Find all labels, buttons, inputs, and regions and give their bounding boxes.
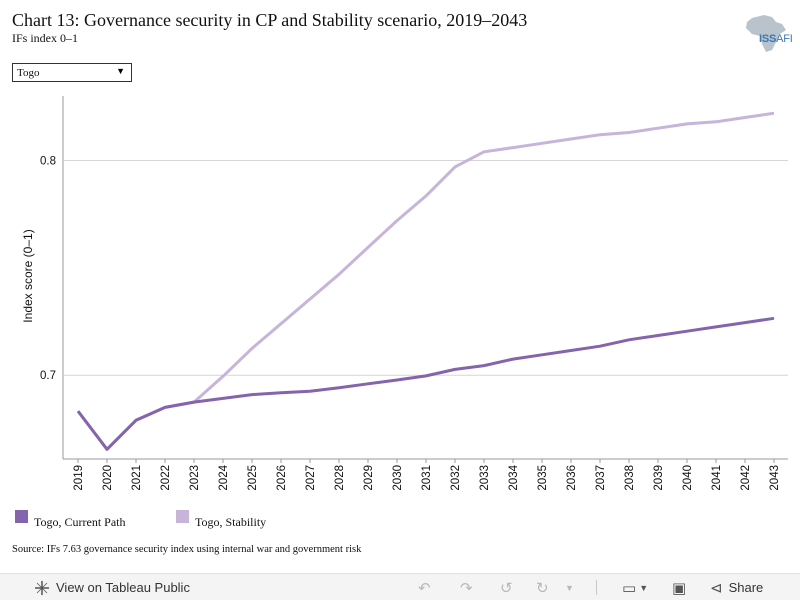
x-tick-label: 2021 <box>131 465 143 491</box>
x-tick-label: 2032 <box>450 465 462 491</box>
x-tick-label: 2037 <box>595 465 607 491</box>
x-tick-label: 2019 <box>73 465 85 491</box>
country-select[interactable]: Togo ▼ <box>12 63 132 82</box>
download-button[interactable]: ▭ ▼ <box>622 574 648 600</box>
line-chart: Index score (0–1) 0.7 0.8 2019 2020 2021 2022… <box>21 96 788 491</box>
refresh-button[interactable]: ↻ <box>536 574 549 600</box>
tableau-icon <box>35 580 49 595</box>
x-tick-label: 2036 <box>566 465 578 491</box>
chevron-down-icon: ▼ <box>565 582 574 593</box>
y-axis-label: Index score (0–1) <box>21 229 35 322</box>
logo-text: ISSAFI <box>759 33 793 45</box>
x-tick-label: 2038 <box>624 465 636 491</box>
redo-button[interactable]: ↷ <box>460 574 473 600</box>
x-tick-label: 2041 <box>711 465 723 491</box>
x-tick-label: 2028 <box>334 465 346 491</box>
view-on-tableau-link[interactable]: View on Tableau Public <box>34 574 190 600</box>
chart-subtitle: IFs index 0–1 <box>12 31 78 45</box>
x-tick-label: 2040 <box>682 465 694 491</box>
series-line-current-path[interactable] <box>76 316 775 451</box>
x-tick-label: 2020 <box>102 465 114 491</box>
chevron-down-icon: ▼ <box>116 66 125 76</box>
undo-icon: ↶ <box>418 579 431 597</box>
x-tick-label: 2024 <box>218 464 230 490</box>
x-tick-label: 2025 <box>247 465 259 491</box>
legend-swatch <box>176 510 189 523</box>
x-tick-label: 2026 <box>276 465 288 491</box>
x-tick-label: 2039 <box>653 465 665 491</box>
legend-label: Togo, Stability <box>195 515 267 529</box>
series-line-stability[interactable] <box>76 111 775 451</box>
x-tick-label: 2027 <box>305 465 317 491</box>
share-icon: ⊲ <box>710 579 723 597</box>
revert-button[interactable]: ↺ <box>500 574 513 600</box>
refresh-icon: ↻ <box>536 579 549 597</box>
x-tick-label: 2042 <box>740 465 752 491</box>
x-tick-label: 2034 <box>508 464 520 490</box>
x-tick-label: 2022 <box>160 465 172 491</box>
legend-swatch <box>15 510 28 523</box>
x-tick-label: 2043 <box>769 465 781 491</box>
country-select-value: Togo <box>17 67 40 79</box>
x-tick-label: 2030 <box>392 465 404 491</box>
x-tick-label: 2029 <box>363 465 375 491</box>
pause-dropdown[interactable]: ▼ <box>565 574 574 600</box>
x-tick-label: 2031 <box>421 465 433 491</box>
fullscreen-icon: ▣ <box>672 579 687 597</box>
undo-button[interactable]: ↶ <box>418 574 431 600</box>
chart-title: Chart 13: Governance security in CP and … <box>12 10 528 30</box>
x-tick-label: 2035 <box>537 465 549 491</box>
revert-icon: ↺ <box>500 579 513 597</box>
redo-icon: ↷ <box>460 579 473 597</box>
chevron-down-icon: ▼ <box>639 582 649 593</box>
legend-label: Togo, Current Path <box>34 515 126 529</box>
tableau-toolbar: View on Tableau Public ↶ ↷ ↺ ↻ ▼ ▭ ▼ ▣ ⊲… <box>0 573 800 600</box>
y-tick-label: 0.7 <box>40 370 56 382</box>
x-tick-label: 2033 <box>479 465 491 491</box>
download-icon: ▭ <box>622 579 637 597</box>
view-on-tableau-label: View on Tableau Public <box>56 580 190 595</box>
share-label: Share <box>728 580 764 595</box>
x-tick-label: 2023 <box>189 465 201 491</box>
share-button[interactable]: ⊲ Share <box>710 574 763 600</box>
fullscreen-button[interactable]: ▣ <box>672 574 686 600</box>
toolbar-divider <box>596 580 597 595</box>
y-tick-label: 0.8 <box>40 155 56 167</box>
africa-logo-icon <box>746 15 786 52</box>
source-note: Source: IFs 7.63 governance security ind… <box>12 544 362 555</box>
